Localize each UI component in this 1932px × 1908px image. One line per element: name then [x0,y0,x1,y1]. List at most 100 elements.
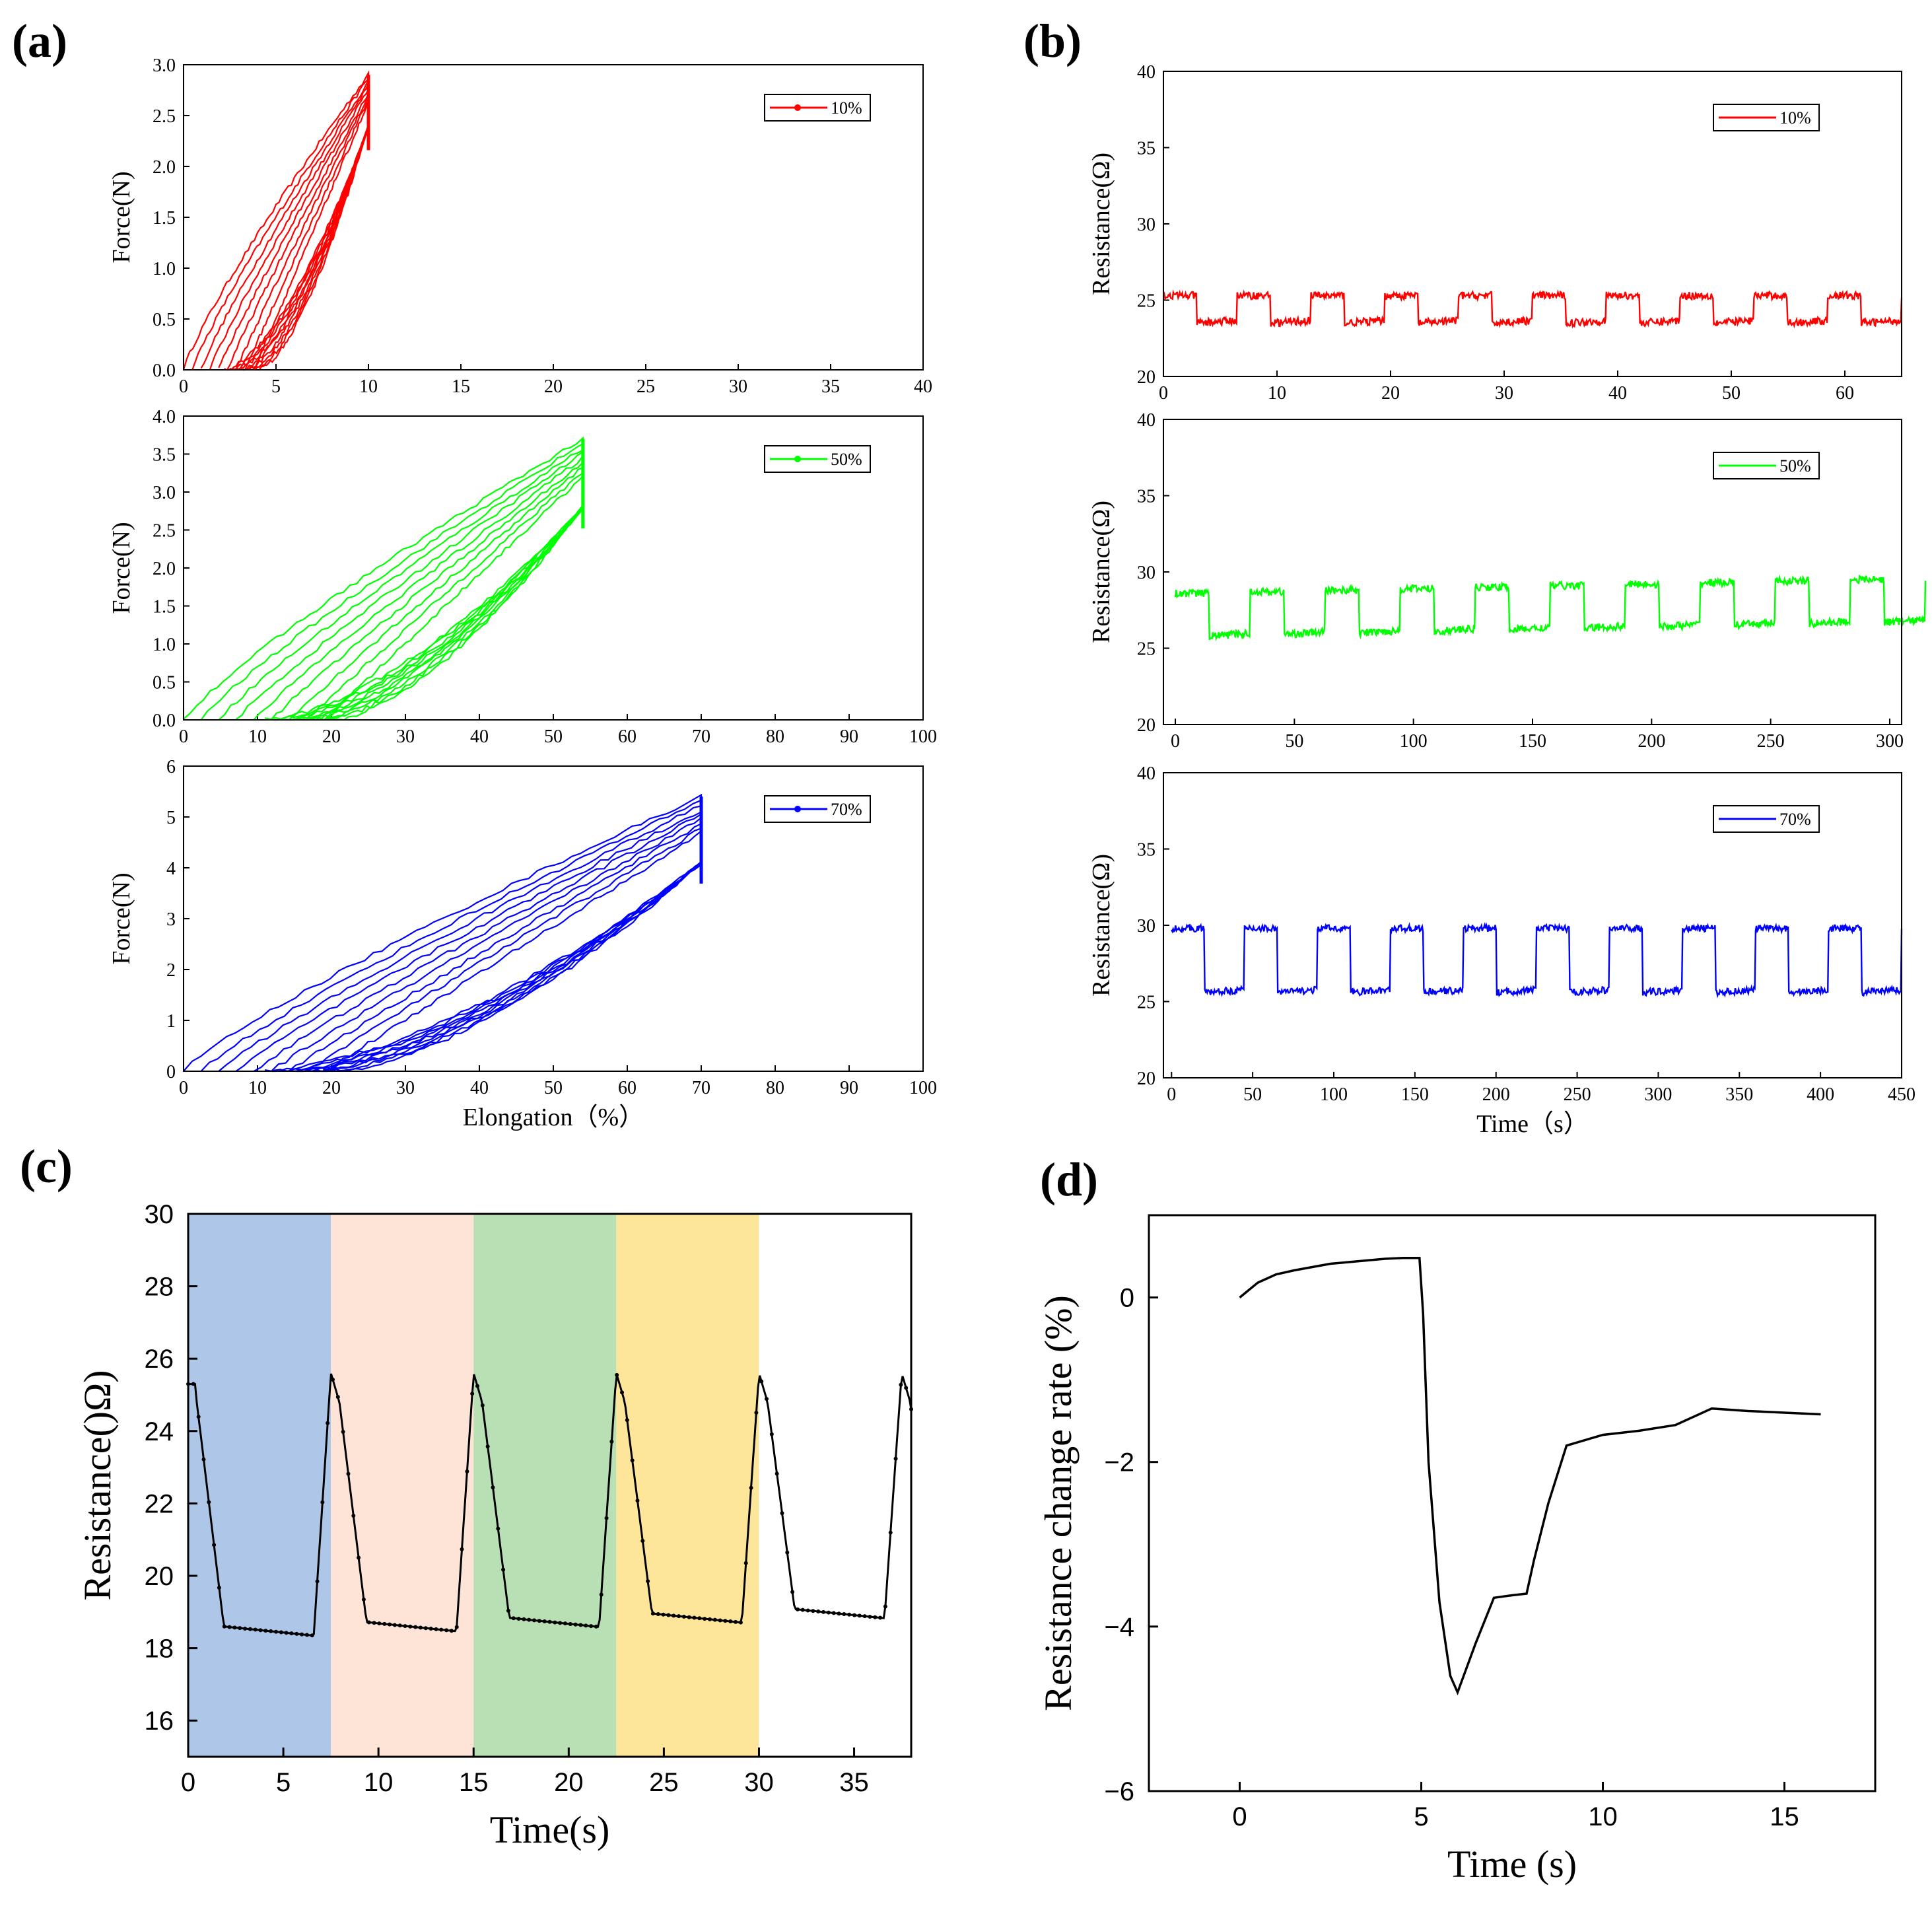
x-tick-label: 70 [692,1078,710,1098]
x-tick-label: 10 [1268,383,1286,404]
data-point [475,1384,479,1388]
x-tick-label: 35 [821,376,840,397]
hysteresis-loop [235,93,370,371]
data-point [811,1609,815,1613]
x-tick-label: 5 [276,1768,291,1797]
data-point [666,1613,671,1617]
x-tick-label: 40 [914,376,932,397]
data-point [217,1585,221,1590]
x-tick-label: 10 [248,726,267,747]
hysteresis-loop [324,474,584,721]
y-tick-label: 0 [166,1062,176,1082]
data-point [589,1624,594,1629]
x-tick-label: 50 [1722,383,1741,404]
y-tick-label: 2.0 [153,157,176,178]
y-tick-label: 24 [145,1417,174,1446]
data-point [522,1617,526,1621]
x-tick-label: 250 [1564,1084,1591,1105]
y-tick-label: 1.0 [153,259,176,279]
time-band [188,1214,331,1757]
data-point [537,1619,541,1623]
x-tick-label: 30 [1495,383,1513,404]
data-point [837,1611,841,1616]
x-tick-label: 0 [1159,383,1168,404]
legend-label: 50% [831,450,862,469]
hysteresis-loop [306,472,584,721]
data-point [227,1625,232,1629]
change-rate-line [1239,1257,1821,1696]
data-point [904,1386,909,1390]
data-point [527,1617,532,1622]
hysteresis-loop [288,822,703,1073]
data-point [258,1628,263,1633]
data-point [687,1615,691,1619]
y-tick-label: 35 [1137,139,1156,159]
x-tick-label: 150 [1519,731,1546,752]
data-point [315,1579,320,1584]
x-tick-label: 100 [1400,731,1428,752]
data-point [743,1561,748,1565]
x-tick-label: 20 [1381,383,1400,404]
x-tick-label: 25 [637,376,655,397]
x-tick-label: 50 [544,1078,563,1098]
x-tick-label: 30 [396,1078,415,1098]
data-point [511,1616,516,1621]
panel-label-b: (b) [1023,15,1082,67]
y-tick-label: 25 [1137,291,1156,312]
plot-frame [183,765,924,1072]
hysteresis-loop [253,101,370,371]
x-tick-label: 60 [618,726,637,747]
data-point [273,1629,278,1634]
data-point [697,1616,702,1621]
legend-label: 50% [1779,456,1811,476]
x-axis-label: Time (s) [1447,1843,1577,1886]
y-tick-label: 40 [1137,62,1156,83]
x-tick-label: 90 [840,1078,858,1098]
x-tick-label: 10 [364,1768,394,1797]
y-tick-label: 40 [1137,763,1156,784]
chart-c [188,1214,759,1757]
y-tick-label: 30 [1137,916,1156,936]
legend-label: 10% [1779,108,1811,127]
y-tick-label: 20 [1137,367,1156,388]
x-tick-label: 90 [840,726,858,747]
y-tick-label: 30 [1137,563,1156,583]
y-tick-label: 35 [1137,840,1156,861]
y-tick-label: 0.0 [153,361,176,381]
data-point [749,1485,753,1490]
data-point [269,1629,273,1633]
y-tick-label: −6 [1104,1777,1134,1806]
data-point [775,1471,779,1476]
plot-frame [1148,1214,1877,1792]
y-tick-label: −2 [1104,1448,1134,1477]
data-point [738,1620,743,1625]
data-point [449,1629,454,1633]
x-tick-label: 5 [1414,1802,1428,1831]
x-tick-label: 70 [692,726,710,747]
data-point [594,1624,598,1629]
data-point [816,1609,821,1614]
data-point [423,1626,428,1631]
x-tick-label: 10 [359,376,378,397]
x-tick-label: 10 [248,1078,267,1098]
data-point [754,1411,759,1415]
x-tick-label: 20 [322,1078,341,1098]
y-tick-label: 30 [1137,215,1156,235]
y-tick-label: 30 [145,1200,174,1229]
data-point [372,1621,376,1625]
x-tick-label: 250 [1757,731,1785,752]
y-tick-label: 2.0 [153,559,176,579]
data-point [248,1627,252,1631]
x-tick-label: 80 [766,1078,784,1098]
x-tick-label: 15 [1770,1802,1799,1831]
x-tick-label: 40 [470,1078,489,1098]
hysteresis-loop [226,93,370,371]
y-axis-label: Force(N) [108,522,135,614]
y-tick-label: 4 [166,859,176,879]
data-point [568,1621,572,1626]
legend-label: 70% [831,800,862,819]
data-point [397,1623,402,1628]
time-band [616,1214,759,1757]
y-axis-label: Resistance(Ω) [1087,854,1115,997]
